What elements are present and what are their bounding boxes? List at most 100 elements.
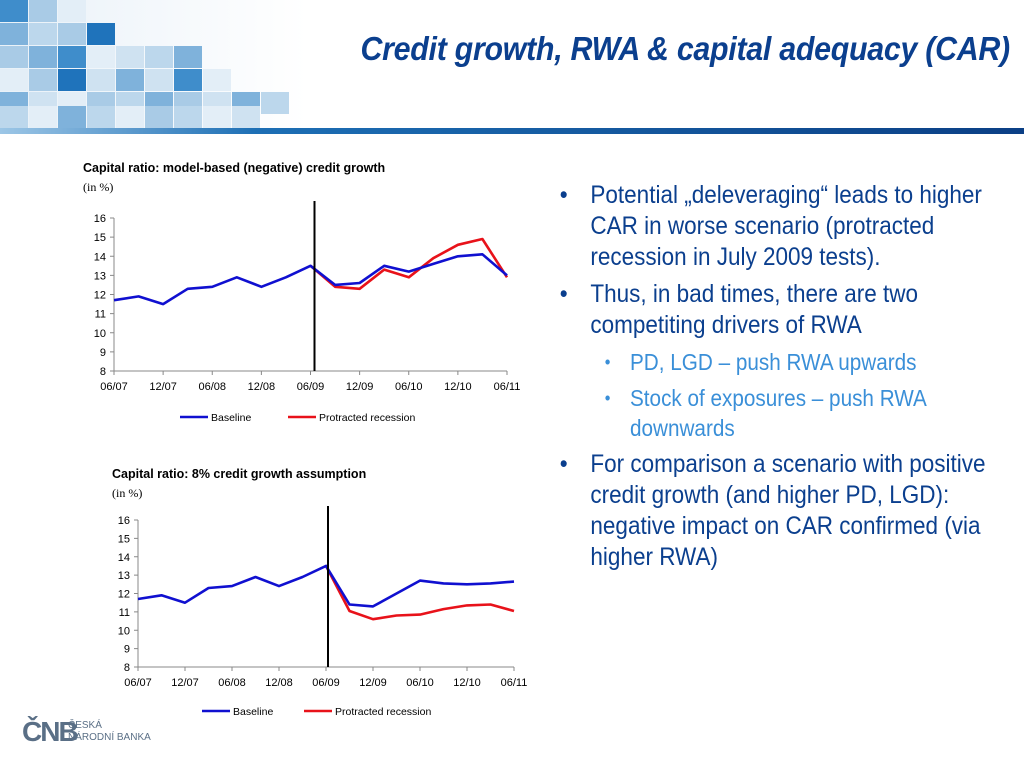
header-tile xyxy=(29,23,57,45)
baseline-line xyxy=(113,252,508,306)
header-tile xyxy=(29,106,57,128)
protracted-recession-line xyxy=(324,565,515,621)
bullet-dot: • xyxy=(604,352,611,372)
x-tick-label: 06/09 xyxy=(312,677,340,689)
bullet-item: • Thus, in bad times, there are two comp… xyxy=(558,279,1013,341)
x-tick-label: 12/10 xyxy=(444,381,472,393)
y-tick-label: 15 xyxy=(118,533,130,545)
bullet-dot: • xyxy=(559,280,568,308)
legend-protracted-recession-label: Protracted recession xyxy=(319,412,415,424)
bullet-dot: • xyxy=(559,181,568,209)
decorative-tiles xyxy=(0,0,300,132)
cnb-logo: ČNB ČESKÁ NÁRODNÍ BANKA xyxy=(22,712,151,756)
y-tick-label: 16 xyxy=(118,515,130,527)
header-tile xyxy=(174,46,202,68)
header-tile xyxy=(116,69,144,91)
logo-text: ČESKÁ NÁRODNÍ BANKA xyxy=(68,720,151,744)
sub-bullet-text: Stock of exposures – push RWA downwards xyxy=(630,385,926,441)
bullet-list: • Potential „deleveraging“ leads to high… xyxy=(558,180,1008,579)
y-tick-label: 8 xyxy=(100,366,106,378)
y-tick-label: 10 xyxy=(118,625,130,637)
y-tick-label: 13 xyxy=(94,270,106,282)
slide-title: Credit growth, RWA & capital adequacy (C… xyxy=(360,30,1011,67)
header-tile xyxy=(0,23,28,45)
chart2-plot: 8 9 10 11 12 13 14 15 16 06/07 12/07 06/08 12/08 06/0… xyxy=(118,506,528,718)
y-tick-label: 12 xyxy=(118,589,130,601)
header-tile xyxy=(174,106,202,128)
bullet-text: For comparison a scenario with positive … xyxy=(590,450,986,571)
x-tick-label: 12/09 xyxy=(346,381,374,393)
chart1-unit: (in %) xyxy=(83,180,114,194)
x-tick-label: 12/08 xyxy=(248,381,276,393)
x-tick-label: 06/11 xyxy=(501,677,528,689)
logo-line1: ČESKÁ xyxy=(68,720,102,731)
header-tile xyxy=(29,0,57,22)
header-tile xyxy=(87,106,115,128)
x-tick-label: 12/08 xyxy=(265,677,293,689)
x-tick-label: 06/10 xyxy=(406,677,434,689)
header-tile xyxy=(87,46,115,68)
header-tile xyxy=(145,46,173,68)
y-tick-label: 14 xyxy=(94,251,106,263)
x-tick-label: 06/11 xyxy=(494,381,521,393)
x-tick-label: 12/10 xyxy=(453,677,481,689)
header-tile xyxy=(58,69,86,91)
chart1-title: Capital ratio: model-based (negative) cr… xyxy=(83,161,386,175)
y-tick-label: 12 xyxy=(94,290,106,302)
sub-bullet-item: • PD, LGD – push RWA upwards xyxy=(558,347,1017,377)
chart1-plot: 8 9 10 11 12 13 14 15 16 06/07 12/07 06/08 12/08 06/0… xyxy=(94,201,521,424)
x-tick-label: 06/08 xyxy=(198,381,226,393)
x-tick-label: 06/07 xyxy=(124,677,152,689)
y-tick-label: 9 xyxy=(124,644,130,656)
protracted-recession-line xyxy=(309,237,509,291)
header-tile xyxy=(145,106,173,128)
header-tile xyxy=(58,46,86,68)
bullet-item: • For comparison a scenario with positiv… xyxy=(558,449,1013,573)
logo-mark: ČNB xyxy=(22,716,79,747)
bullet-text: Thus, in bad times, there are two compet… xyxy=(590,280,919,339)
header-tile xyxy=(58,0,86,22)
y-tick-label: 11 xyxy=(95,309,106,321)
header-tile xyxy=(116,46,144,68)
x-tick-label: 06/10 xyxy=(395,381,423,393)
header-tile xyxy=(29,69,57,91)
slide-header: Credit growth, RWA & capital adequacy (C… xyxy=(0,0,1024,134)
x-tick-label: 06/08 xyxy=(218,677,246,689)
y-tick-label: 13 xyxy=(118,570,130,582)
header-tile xyxy=(58,106,86,128)
sub-bullet-item: • Stock of exposures – push RWA downward… xyxy=(558,383,1017,443)
baseline-line xyxy=(137,564,515,608)
legend-protracted-recession-label: Protracted recession xyxy=(335,706,431,718)
header-tile xyxy=(232,106,260,128)
bullet-dot: • xyxy=(604,388,611,408)
logo-line2: NÁRODNÍ BANKA xyxy=(68,732,151,743)
header-tile xyxy=(116,106,144,128)
header-tile xyxy=(203,106,231,128)
x-tick-label: 12/07 xyxy=(171,677,199,689)
y-tick-label: 14 xyxy=(118,552,130,564)
chart2-unit: (in %) xyxy=(112,486,143,500)
legend-baseline-label: Baseline xyxy=(233,706,273,718)
header-tile xyxy=(87,69,115,91)
x-tick-label: 12/07 xyxy=(149,381,177,393)
header-tile xyxy=(0,0,28,22)
legend-baseline-label: Baseline xyxy=(211,412,251,424)
x-tick-label: 12/09 xyxy=(359,677,387,689)
chart2-title: Capital ratio: 8% credit growth assumpti… xyxy=(112,467,367,481)
y-tick-label: 15 xyxy=(94,232,106,244)
x-tick-label: 06/09 xyxy=(297,381,325,393)
y-tick-label: 8 xyxy=(124,662,130,674)
y-tick-label: 10 xyxy=(94,328,106,340)
header-tile xyxy=(29,46,57,68)
y-tick-label: 16 xyxy=(94,213,106,225)
x-tick-label: 06/07 xyxy=(100,381,128,393)
header-tile xyxy=(58,23,86,45)
header-tile xyxy=(0,106,28,128)
header-rule xyxy=(0,128,1024,134)
header-tile xyxy=(0,46,28,68)
sub-bullet-text: PD, LGD – push RWA upwards xyxy=(630,349,917,375)
header-tile xyxy=(261,92,289,114)
header-tile xyxy=(87,23,115,45)
header-tile xyxy=(174,69,202,91)
header-tile xyxy=(0,69,28,91)
